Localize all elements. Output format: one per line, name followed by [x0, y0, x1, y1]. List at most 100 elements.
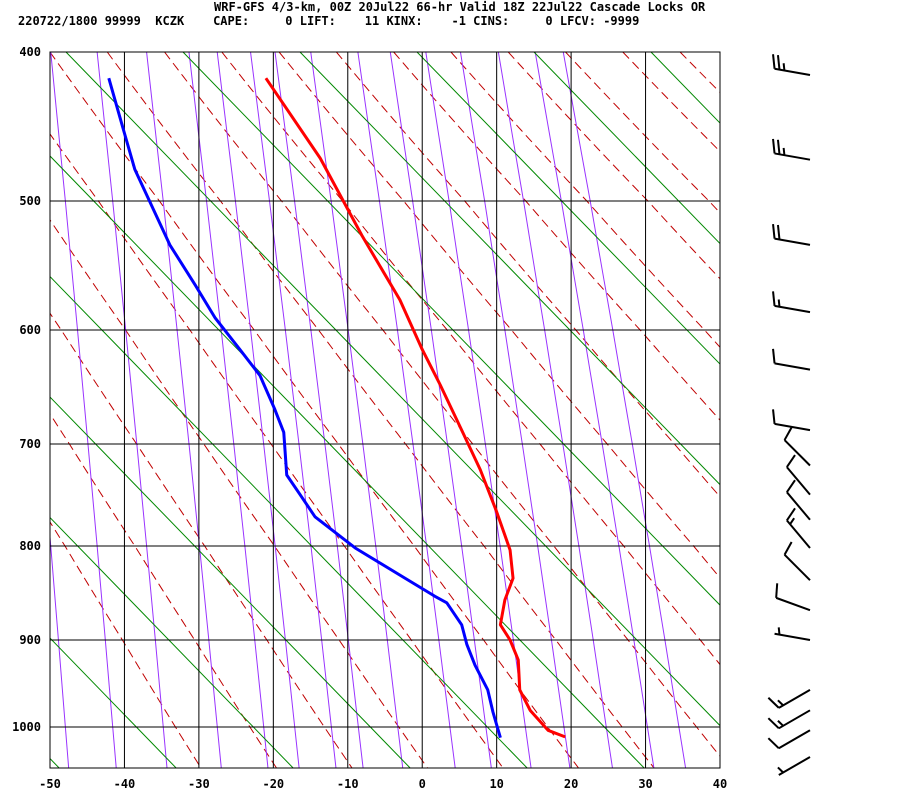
dewpoint-profile-line	[107, 77, 502, 739]
wind-barb-staff	[774, 632, 811, 641]
temperature-profile-line	[264, 77, 566, 739]
wind-barb-full	[783, 541, 793, 556]
dry-adiabat-line	[679, 52, 720, 94]
wind-barb-staff	[783, 554, 811, 581]
wind-barb-full	[775, 583, 779, 598]
mixing-ratio-line	[188, 52, 269, 768]
mixing-ratio-line	[0, 52, 10, 771]
y-tick-label: 800	[19, 539, 41, 553]
wind-barb-full	[767, 697, 780, 709]
y-tick-label: 900	[19, 633, 41, 647]
wind-barb-staff	[774, 422, 811, 432]
diagonal-line	[533, 52, 720, 245]
wind-barb-full	[783, 426, 793, 441]
wind-barb-staff	[778, 729, 811, 750]
mixing-ratio-line	[459, 52, 571, 768]
wind-barb-full	[772, 291, 776, 306]
diagonal-line	[65, 52, 720, 727]
wind-barb-half	[782, 147, 786, 156]
dry-adiabat-line	[50, 413, 278, 768]
wind-barb	[772, 291, 811, 314]
dry-adiabat-line	[393, 52, 720, 421]
wind-barb-full	[772, 409, 776, 424]
dry-adiabat-line	[50, 312, 353, 768]
mixing-ratio-line	[357, 52, 456, 768]
wind-barb-half	[777, 699, 784, 707]
x-tick-label: 40	[713, 777, 727, 791]
wind-barb-full	[786, 454, 796, 468]
wind-barb-half	[789, 517, 795, 525]
wind-barb-full	[772, 348, 776, 364]
mixing-ratio-line	[274, 52, 364, 768]
dry-adiabat-line	[106, 52, 655, 768]
dry-adiabat-line	[50, 521, 202, 768]
y-tick-label: 500	[19, 194, 41, 208]
y-tick-label: 1000	[12, 720, 41, 734]
diagonal-line	[50, 396, 411, 768]
dry-adiabat-line	[50, 219, 429, 768]
wind-barb	[775, 583, 811, 612]
wind-barb-staff	[783, 439, 811, 467]
x-tick-label: 0	[419, 777, 426, 791]
wind-barb	[772, 224, 811, 246]
x-tick-label: -40	[114, 777, 136, 791]
dry-adiabat-line	[50, 52, 580, 768]
wind-barb-full	[767, 737, 780, 750]
wind-barb-full	[776, 55, 781, 70]
x-tick-label: 30	[638, 777, 652, 791]
wind-barb-staff	[774, 304, 811, 314]
wind-barb-half	[777, 299, 781, 307]
dry-adiabat-line	[622, 52, 720, 153]
mixing-ratio-line	[50, 531, 70, 768]
dry-adiabat-line	[507, 52, 720, 280]
diagonal-line	[50, 637, 177, 768]
dry-adiabat-line	[795, 52, 900, 771]
wind-barb	[767, 709, 811, 730]
x-tick-label: 10	[489, 777, 503, 791]
wind-barb-full	[772, 138, 776, 154]
mixing-ratio-line	[250, 52, 337, 768]
x-tick-label: -20	[262, 777, 284, 791]
chart-subtitle: 220722/1800 99999 KCZK CAPE: 0 LIFT: 11 …	[18, 14, 640, 28]
wind-barb-staff	[774, 362, 811, 371]
mixing-ratio-line	[216, 52, 300, 768]
wind-barb	[772, 138, 811, 161]
mixing-ratio-line	[50, 52, 117, 768]
y-tick-label: 700	[19, 437, 41, 451]
wind-barb-staff	[786, 519, 811, 549]
diagonal-line	[299, 52, 720, 486]
wind-barb-staff	[778, 756, 811, 776]
mixing-ratio-line	[146, 52, 222, 768]
wind-barb	[786, 507, 811, 549]
diagonal-line	[768, 52, 900, 768]
dry-adiabat-line	[565, 52, 720, 214]
y-tick-label: 400	[19, 45, 41, 59]
x-tick-label: -10	[337, 777, 359, 791]
diagonal-line	[50, 516, 294, 768]
wind-barb	[767, 729, 811, 750]
wind-barb-staff	[774, 152, 811, 161]
wind-barb-half	[782, 63, 786, 71]
wind-barb-full	[767, 717, 780, 730]
wind-barb-staff	[775, 596, 811, 612]
wind-barb	[783, 426, 811, 467]
x-tick-label: -30	[188, 777, 210, 791]
dry-adiabat-line	[737, 52, 900, 771]
diagonal-line	[50, 155, 645, 768]
diagonal-line	[650, 52, 720, 124]
mixing-ratio-line	[389, 52, 492, 768]
wind-barb	[772, 409, 811, 432]
dry-adiabat-line	[164, 52, 720, 757]
wind-barb-full	[776, 139, 781, 155]
diagonal-line	[50, 275, 528, 768]
wind-barb-full	[786, 479, 796, 493]
diagonal-line	[182, 52, 720, 606]
wind-barb-staff	[778, 709, 811, 730]
wind-barb-full	[772, 224, 776, 239]
wind-barb	[777, 756, 811, 776]
wind-barb	[772, 348, 811, 371]
wind-barb	[774, 627, 811, 641]
mixing-ratio-line	[497, 52, 613, 768]
